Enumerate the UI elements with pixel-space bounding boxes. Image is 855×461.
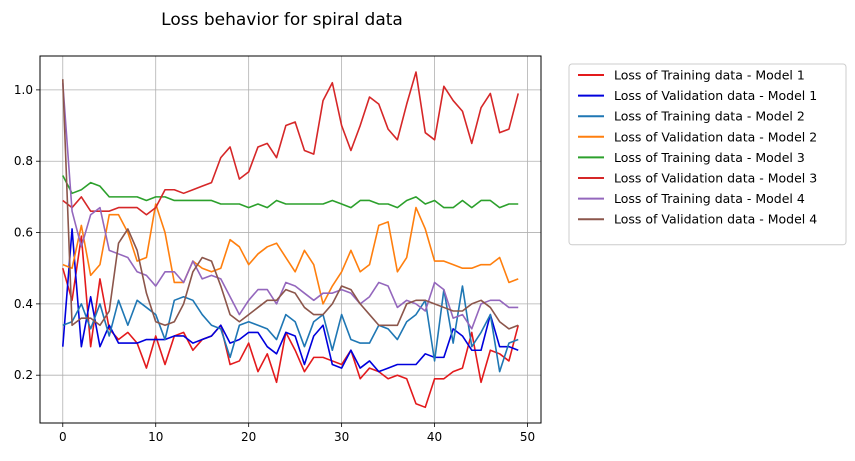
- y-tick-label: 0.2: [14, 368, 33, 382]
- y-tick-label: 0.8: [14, 154, 33, 168]
- grid-lines: [40, 56, 541, 423]
- x-tick-label: 30: [334, 430, 349, 444]
- legend-label: Loss of Training data - Model 4: [614, 191, 805, 206]
- plot-frame: [39, 55, 542, 424]
- chart-title: Loss behavior for spiral data: [161, 10, 403, 30]
- x-tick-label: 50: [520, 430, 535, 444]
- legend-label: Loss of Training data - Model 1: [614, 68, 805, 83]
- series-line-6: [62, 71, 520, 216]
- legend-label: Loss of Validation data - Model 3: [614, 171, 817, 186]
- x-tick-label: 10: [148, 430, 163, 444]
- series-line-5: [62, 175, 519, 209]
- series-line-7: [61, 82, 519, 330]
- legend-label: Loss of Validation data - Model 2: [614, 129, 817, 144]
- x-tick-label: 20: [241, 430, 256, 444]
- y-tick-label: 1.0: [14, 83, 33, 97]
- series-line-1: [62, 235, 520, 409]
- x-tick-label: 0: [59, 430, 67, 444]
- series-line-3: [62, 285, 519, 373]
- legend: Loss of Training data - Model 1 Loss of V…: [568, 63, 847, 246]
- series-line-2: [61, 228, 519, 373]
- legend-box: [568, 63, 847, 246]
- x-axis: 0 10 20 30 40 50: [59, 423, 535, 444]
- legend-label: Loss of Validation data - Model 4: [614, 212, 817, 227]
- legend-label: Loss of Training data - Model 3: [614, 150, 805, 165]
- series-lines: [61, 71, 520, 409]
- y-tick-label: 0.6: [14, 226, 33, 240]
- y-tick-label: 0.4: [14, 297, 33, 311]
- legend-label: Loss of Validation data - Model 1: [614, 88, 817, 103]
- x-tick-label: 40: [427, 430, 442, 444]
- y-axis: 0.2 0.4 0.6 0.8 1.0: [14, 83, 40, 382]
- series-line-8: [61, 79, 519, 330]
- legend-label: Loss of Training data - Model 2: [614, 109, 805, 124]
